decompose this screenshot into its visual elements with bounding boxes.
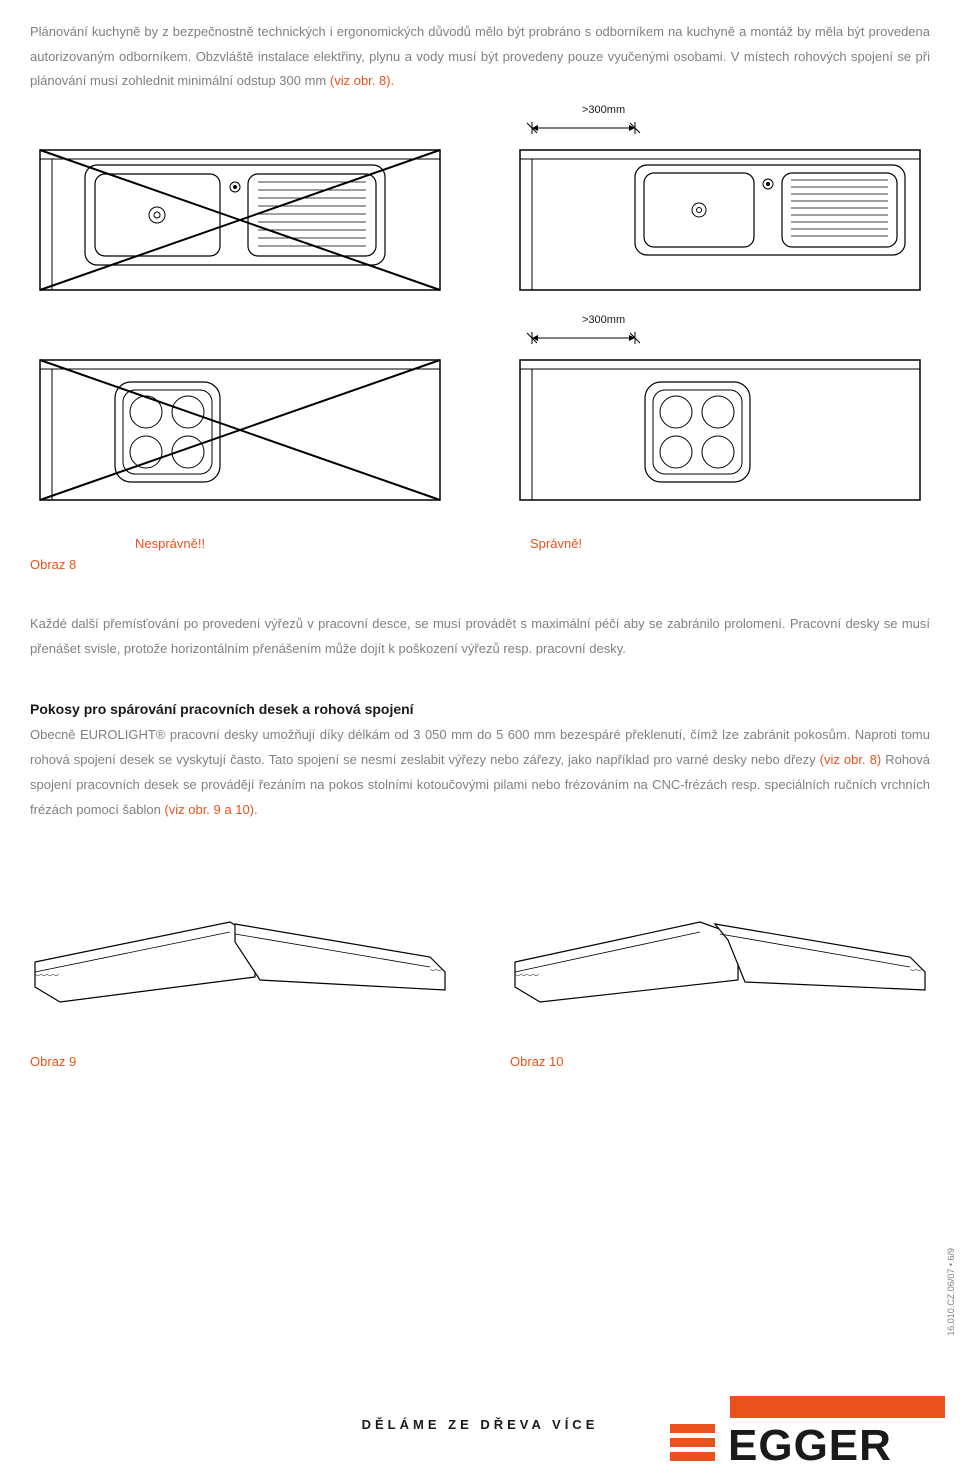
figure-row-worktops xyxy=(30,902,930,1012)
para3-ref2: (viz obr. 9 a 10). xyxy=(164,802,257,817)
fig8-right-text: Správně! xyxy=(530,536,582,551)
logo-text: EGGER xyxy=(728,1421,892,1466)
doc-code: 16.010.CZ.06/07 • 6/9 xyxy=(946,1248,956,1336)
egger-logo: EGGER xyxy=(660,1396,960,1466)
dim-label-300-a: >300mm xyxy=(582,104,625,116)
fig8-wrong-text: Nesprávně!! xyxy=(135,536,530,551)
dim-label-300-b: >300mm xyxy=(582,314,625,326)
figure-hob-wrong xyxy=(30,312,450,512)
figure-worktop-9 xyxy=(30,902,450,1012)
fig8-label: Obraz 8 xyxy=(30,557,930,572)
figure-hob-right: >300mm xyxy=(510,312,930,512)
figure-row-hobs: >300mm xyxy=(30,312,930,512)
intro-ref: (viz obr. 8). xyxy=(330,73,394,88)
intro-text: Plánování kuchyně by z bezpečnostně tech… xyxy=(30,24,930,88)
intro-paragraph: Plánování kuchyně by z bezpečnostně tech… xyxy=(30,20,930,94)
section-heading: Pokosy pro spárování pracovních desek a … xyxy=(30,701,930,717)
fig10-label: Obraz 10 xyxy=(510,1054,563,1069)
para2: Každé další přemísťování po provedení vý… xyxy=(30,612,930,661)
para3-ref1: (viz obr. 8) xyxy=(820,752,882,767)
para3-a: Obecně EUROLIGHT® pracovní desky umožňuj… xyxy=(30,727,930,767)
figure-worktop-10 xyxy=(510,902,930,1012)
footer: DĚLÁME ZE DŘEVA VÍCE EGGER xyxy=(0,1396,960,1466)
fig9-label: Obraz 9 xyxy=(30,1054,510,1069)
figure-sink-right: >300mm xyxy=(510,102,930,302)
figure-sink-wrong xyxy=(30,102,450,302)
figure-row-sinks: >300mm xyxy=(30,102,930,302)
para3: Obecně EUROLIGHT® pracovní desky umožňuj… xyxy=(30,723,930,822)
fig8-wrong-label xyxy=(30,536,135,551)
caption-row-fig910: Obraz 9 Obraz 10 xyxy=(30,1054,930,1069)
caption-row-fig8: Nesprávně!! Správně! xyxy=(30,536,930,551)
